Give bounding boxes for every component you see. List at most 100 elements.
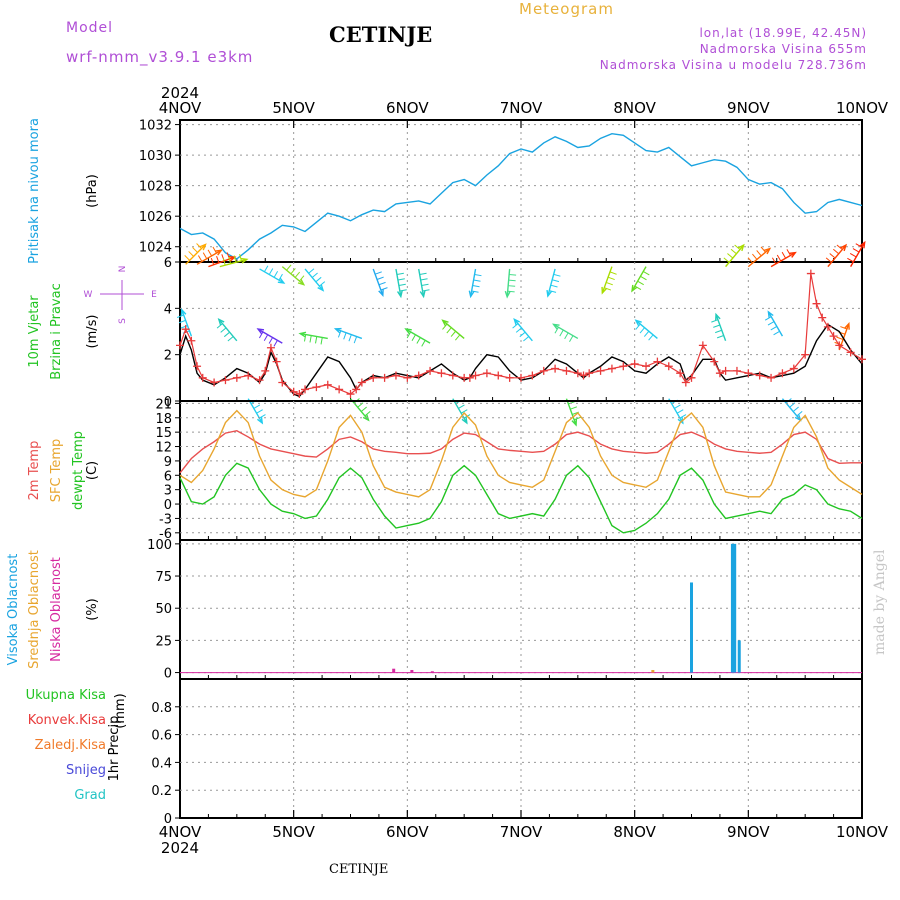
wind-arrow-barb (553, 273, 561, 277)
series-point (426, 366, 435, 375)
wind-arrow-barb (674, 404, 681, 409)
series-point (295, 390, 304, 399)
wind-arrow-barb (278, 273, 283, 281)
wind-arrow-barb (220, 327, 227, 333)
wind-arrow-barb (637, 280, 644, 286)
wind-arrow (395, 268, 407, 299)
wind-arrow-barb (454, 334, 461, 341)
y-tick-label: 0 (164, 667, 172, 682)
wind-arrow-barb (559, 329, 564, 337)
wind-arrow-barb (450, 330, 456, 337)
series-point (403, 373, 412, 382)
wind-arrow (196, 246, 223, 265)
cloud-bar (651, 669, 655, 673)
y-tick-label: 1028 (139, 180, 172, 195)
wind-arrow-barb (360, 406, 367, 412)
series-point (232, 373, 241, 382)
panel-unit: (C) (85, 461, 100, 480)
wind-arrow-head (631, 284, 638, 293)
wind-arrow-barb (406, 331, 412, 339)
panel-ylabel: Srednja Oblacnost (27, 550, 42, 669)
wind-arrow-barb (228, 256, 232, 264)
wind-arrow-barb (357, 402, 364, 408)
precip-legend-item: Snijeg (66, 763, 106, 778)
wind-arrow-barb (216, 256, 220, 263)
wind-arrow-barb (554, 326, 559, 334)
series-point (255, 376, 264, 385)
y-tick-label: 0 (164, 498, 172, 513)
y-tick-label: 1030 (139, 149, 172, 164)
wind-arrow-barb (184, 255, 190, 261)
wind-arrow-barb (223, 331, 230, 338)
model-label: Model (66, 20, 114, 36)
wind-arrow-barb (713, 324, 721, 328)
wind-arrow-shaft (469, 268, 477, 297)
series-point (266, 343, 275, 352)
series-point (579, 371, 588, 380)
x-tick-label-top: 6NOV (386, 99, 429, 117)
wind-arrow (452, 398, 471, 425)
wind-arrow-barb (676, 409, 684, 414)
x-tick-label-bottom: 10NOV (836, 823, 889, 841)
series-point (505, 373, 514, 382)
wind-arrow-barb (730, 248, 737, 255)
wind-arrow-shaft (300, 332, 328, 340)
wind-arrow-barb (607, 276, 615, 281)
series-point (732, 366, 741, 375)
wind-arrow-barb (639, 327, 645, 334)
y-tick-label: 15 (155, 426, 172, 441)
panel-wind: 0 2 4 6 10m Vjetar Brzina i Pravac (m/s) N S W E (27, 240, 866, 427)
compass-east: E (151, 290, 157, 300)
wind-arrow-barb (421, 340, 426, 347)
wind-arrow-barb (442, 323, 448, 330)
wind-arrow-shaft (304, 268, 324, 291)
wind-arrow-head (468, 290, 475, 299)
product-title: Meteogram (519, 0, 614, 18)
wind-arrow-head (715, 312, 721, 321)
wind-arrow-barb (420, 278, 428, 281)
panel-ylabel: 1hr Precip (107, 716, 122, 782)
wind-arrow-barb (268, 337, 274, 344)
series-point (562, 366, 571, 375)
y-tick-label: 0.2 (151, 784, 172, 799)
wind-arrow-barb (380, 287, 388, 291)
wind-arrow-shaft (827, 244, 847, 268)
series-point (210, 378, 219, 387)
wind-arrow-head (461, 416, 468, 425)
wind-arrow-barb (458, 404, 465, 409)
wind-arrow-head (333, 327, 342, 334)
cloud-bar (690, 582, 693, 673)
wind-arrow-barb (604, 287, 612, 291)
series-point (596, 366, 605, 375)
series-point (272, 357, 281, 366)
wind-arrow-barb (319, 281, 326, 287)
wind-arrow (468, 268, 482, 299)
wind-arrow-barb (573, 416, 581, 421)
wind-arrow-barb (776, 254, 782, 262)
wind-arrow-head (362, 414, 370, 422)
wind-arrow (247, 398, 266, 425)
wind-arrow-head (601, 286, 607, 295)
y-tick-label: 12 (155, 441, 172, 456)
y-tick-label: 0.4 (151, 756, 172, 771)
wind-arrow (847, 240, 866, 267)
y-tick-label: 21 (155, 397, 172, 412)
wind-arrow (504, 268, 517, 299)
wind-arrow-barb (253, 404, 261, 409)
compass-west: W (84, 290, 93, 300)
wind-arrow-head (404, 328, 412, 335)
x-tick-label-top: 4NOV (159, 99, 202, 117)
wind-arrow-barb (792, 406, 799, 412)
wind-arrow-shaft (452, 398, 468, 424)
wind-arrow-shaft (185, 244, 206, 265)
lonlat-info: lon,lat (18.99E, 42.45N) (699, 26, 867, 40)
series-point (676, 369, 685, 378)
wind-arrow-head (737, 243, 745, 252)
wind-arrow-barb (711, 319, 719, 323)
compass-south: S (118, 318, 128, 324)
wind-arrow-barb (552, 279, 560, 283)
wind-arrow-barb (348, 334, 352, 342)
wind-arrow-head (396, 290, 403, 299)
series-point (312, 383, 321, 392)
wind-arrow-barb (829, 253, 836, 259)
